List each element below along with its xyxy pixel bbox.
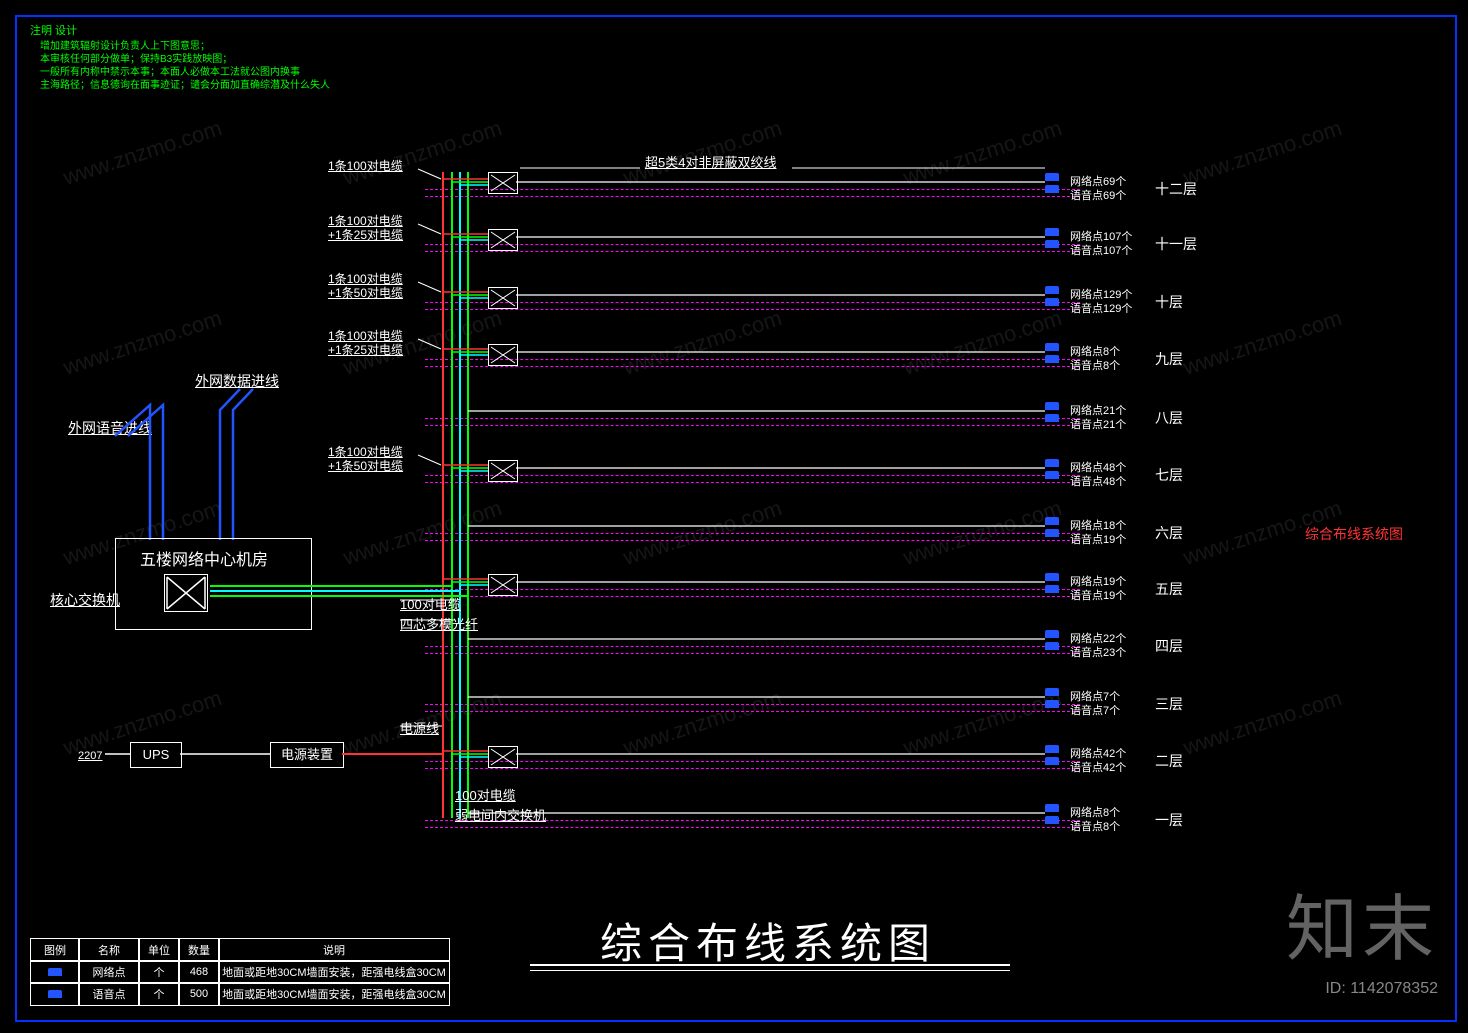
- title-underline-1: [530, 964, 1010, 966]
- weak-switch-label: 弱电间内交换机: [455, 805, 546, 824]
- legend-cell: 语音点: [78, 982, 140, 1006]
- top-bus-label: 超5类4对非屏蔽双绞线: [645, 152, 776, 171]
- legend-cell: 地面或距地30CM墙面安装，距强电线盒30CM: [218, 982, 450, 1006]
- legend-cell: 468: [178, 960, 220, 984]
- legend-header: 说明: [218, 938, 450, 962]
- canvas: 注明 设计 增加建筑辐射设计负责人上下图意思； 本审核任何部分做单；保持B3实践…: [0, 0, 1468, 1033]
- legend-cell: [30, 960, 80, 984]
- legend-cell: 个: [138, 982, 180, 1006]
- legend-cell: 地面或距地30CM墙面安装，距强电线盒30CM: [218, 960, 450, 984]
- legend-cell: 500: [178, 982, 220, 1006]
- legend-cell: 个: [138, 960, 180, 984]
- legend-cell: [30, 982, 80, 1006]
- phone100b-label: 100对电缆: [455, 785, 516, 804]
- legend-header: 数量: [178, 938, 220, 962]
- legend-cell: 网络点: [78, 960, 140, 984]
- legend-header: 单位: [138, 938, 180, 962]
- legend-header: 图例: [30, 938, 80, 962]
- title-underline-2: [530, 970, 1010, 971]
- phone100a-label: 100对电缆: [400, 594, 461, 613]
- fiber-label: 四芯多模光纤: [400, 614, 478, 633]
- drawing-title: 综合布线系统图: [600, 910, 936, 971]
- power-cable-label: 电源线: [400, 718, 439, 737]
- legend-header: 名称: [78, 938, 140, 962]
